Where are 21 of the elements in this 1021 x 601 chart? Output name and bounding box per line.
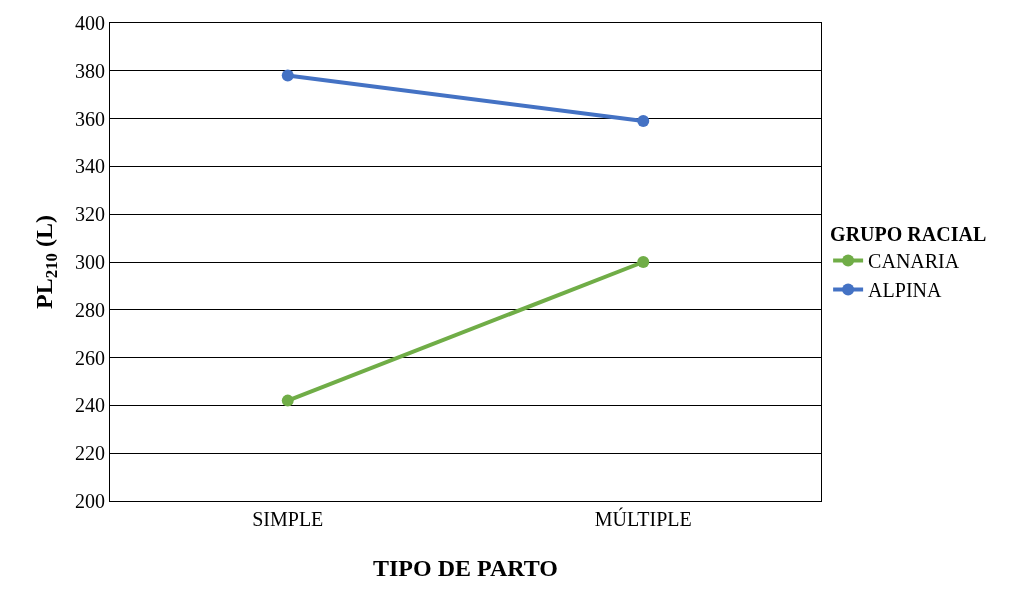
- y-tick-label: 280: [75, 298, 105, 321]
- y-tick-label: 240: [75, 394, 105, 417]
- y-tick-label: 260: [75, 346, 105, 369]
- legend-title: GRUPO RACIAL: [830, 223, 987, 245]
- y-tick-label: 380: [75, 59, 105, 82]
- y-tick-label: 220: [75, 442, 105, 465]
- point: [281, 394, 294, 407]
- legend-label: CANARIA: [868, 250, 960, 273]
- y-tick-label: 320: [75, 203, 105, 226]
- x-tick-label: SIMPLE: [252, 508, 324, 530]
- point: [637, 114, 650, 127]
- point: [637, 256, 650, 268]
- y-tick-label: 300: [75, 251, 105, 273]
- y-tick-label: 400: [75, 12, 105, 34]
- y-tick-label: 200: [75, 490, 105, 512]
- x-axis-title: TIPO DE PARTO: [373, 555, 558, 582]
- y-tick-label: 360: [75, 107, 105, 130]
- y-tick-label: 340: [75, 155, 105, 178]
- legend-label: ALPINA: [868, 279, 942, 302]
- point: [281, 69, 294, 82]
- x-tick-label: MÚLTIPLE: [594, 507, 692, 530]
